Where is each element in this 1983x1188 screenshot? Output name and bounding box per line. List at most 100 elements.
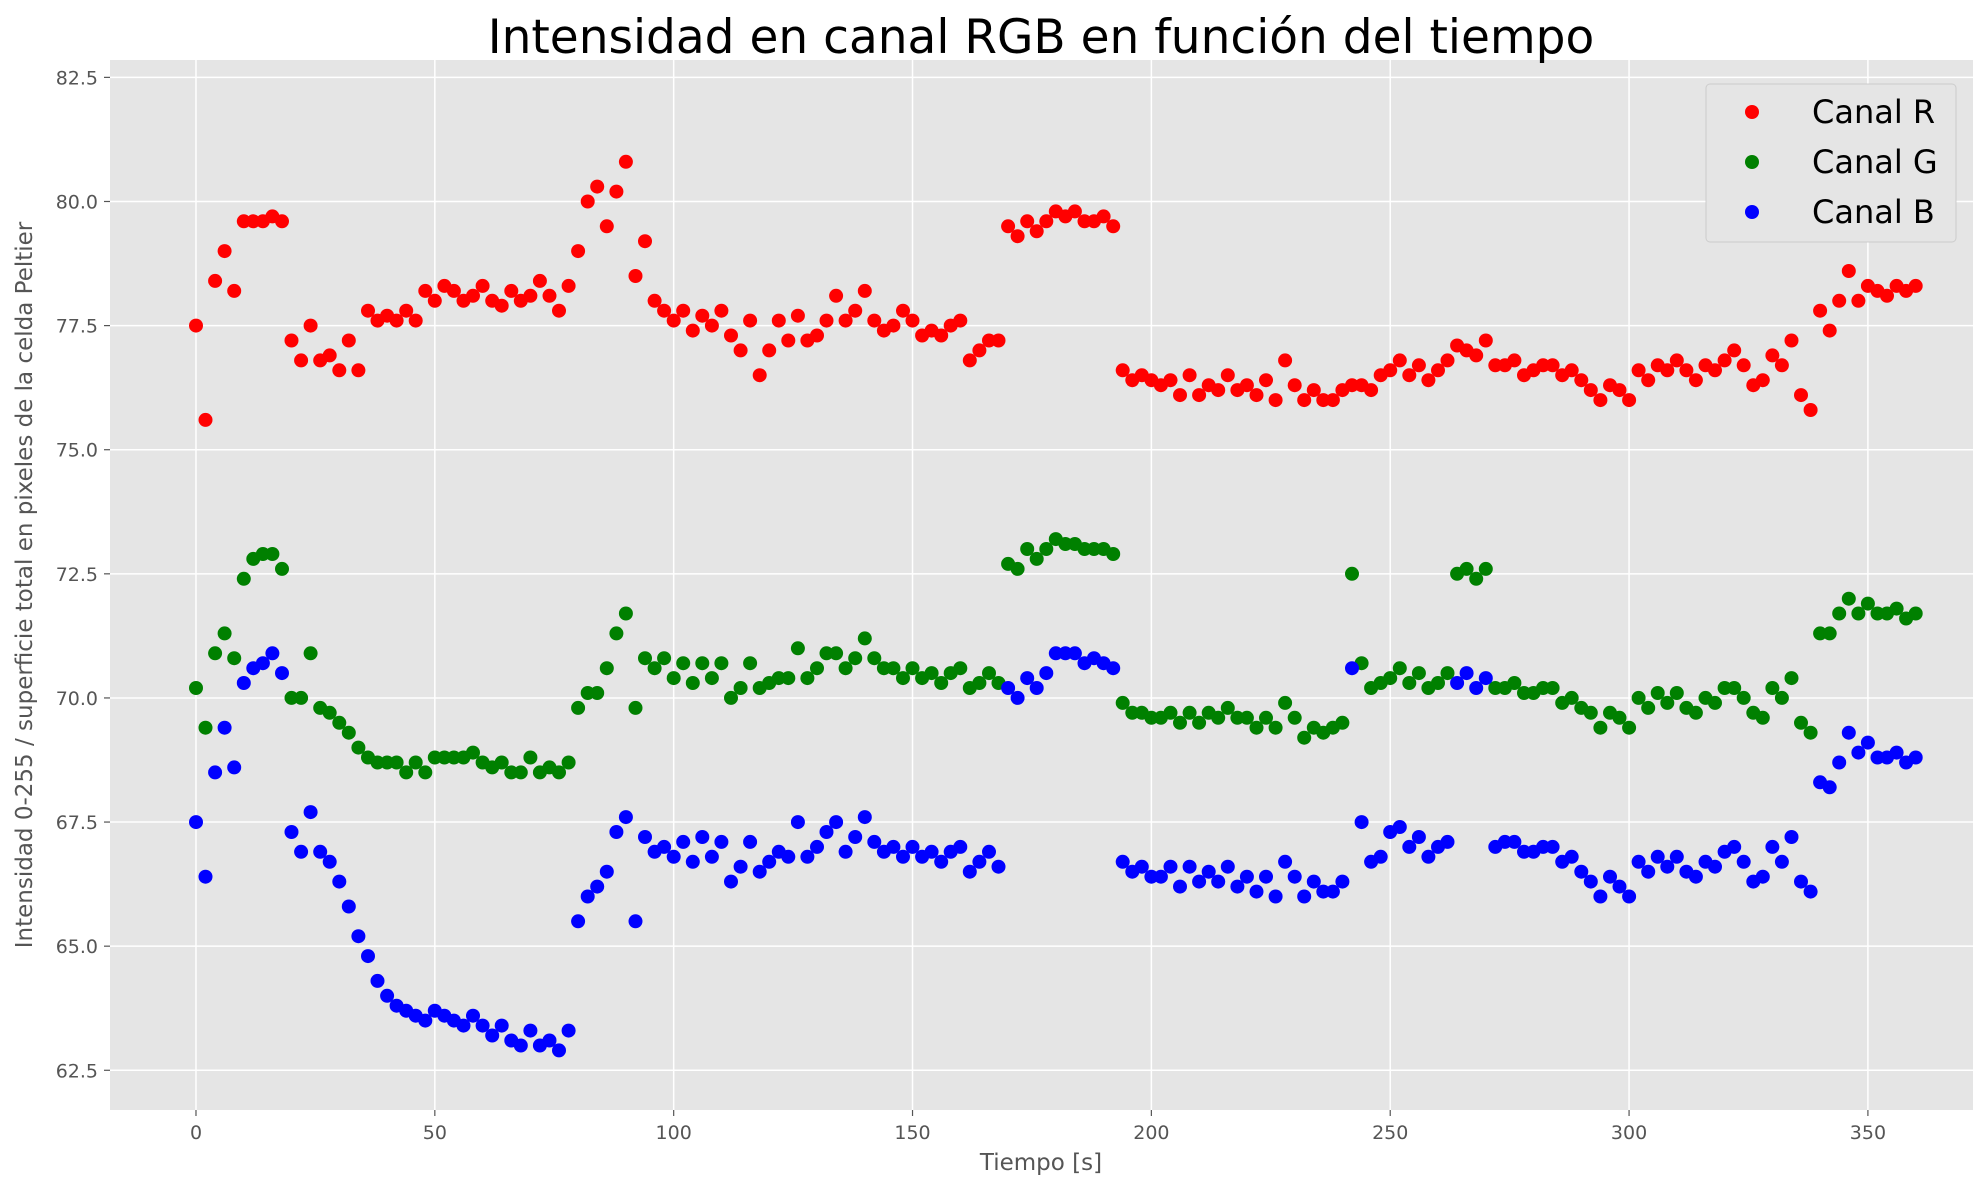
data-point-canal-g: [896, 671, 910, 686]
x-tick-label: 150: [894, 1122, 930, 1144]
data-point-canal-r: [972, 343, 987, 358]
data-point-canal-r: [1564, 363, 1579, 378]
data-point-canal-r: [561, 278, 576, 293]
data-point-canal-b: [762, 854, 777, 869]
data-point-canal-r: [332, 363, 347, 378]
data-point-canal-r: [714, 303, 729, 318]
y-tick-label: 80.0: [56, 191, 98, 213]
data-point-canal-g: [1182, 705, 1197, 720]
data-point-canal-g: [1622, 720, 1637, 735]
data-point-canal-g: [322, 705, 337, 720]
data-point-canal-b: [819, 825, 834, 839]
data-point-canal-r: [1421, 373, 1436, 388]
data-point-canal-b: [1134, 859, 1149, 874]
data-point-canal-g: [1784, 671, 1799, 686]
data-point-canal-r: [657, 303, 672, 318]
data-point-canal-g: [389, 755, 404, 770]
data-point-canal-b: [418, 1013, 433, 1028]
data-point-canal-r: [1115, 363, 1130, 378]
series-points: [189, 154, 1923, 1058]
data-point-canal-b: [628, 914, 643, 929]
data-point-canal-r: [303, 318, 318, 333]
data-point-canal-r: [733, 343, 748, 358]
data-point-canal-g: [810, 661, 824, 676]
data-point-canal-r: [227, 283, 242, 298]
data-point-canal-r: [1679, 363, 1694, 378]
data-point-canal-r: [389, 313, 404, 328]
data-point-canal-g: [466, 745, 480, 760]
data-point-canal-b: [1794, 874, 1808, 889]
data-point-canal-r: [1268, 393, 1283, 408]
data-point-canal-b: [303, 805, 318, 820]
data-point-canal-r: [1039, 214, 1054, 229]
data-point-canal-b: [896, 849, 910, 864]
data-point-canal-b: [1259, 869, 1273, 884]
data-point-canal-g: [647, 661, 662, 676]
data-point-canal-r: [676, 303, 691, 318]
data-point-canal-g: [1431, 676, 1445, 690]
data-point-canal-g: [1211, 710, 1226, 725]
data-point-canal-g: [1239, 710, 1254, 725]
data-point-canal-b: [1230, 879, 1245, 894]
data-point-canal-b: [1354, 815, 1369, 830]
data-point-canal-b: [609, 825, 624, 839]
data-point-canal-b: [1908, 750, 1923, 765]
data-point-canal-r: [962, 353, 977, 368]
chart-title: Intensidad en canal RGB en función del t…: [488, 10, 1595, 65]
data-point-canal-g: [1163, 705, 1178, 720]
data-point-canal-r: [599, 219, 614, 234]
data-point-canal-g: [838, 661, 853, 676]
data-point-canal-b: [1067, 646, 1082, 661]
data-point-canal-r: [1249, 388, 1264, 403]
data-point-canal-r: [1688, 373, 1703, 388]
data-point-canal-g: [743, 656, 758, 671]
x-tick-label: 0: [190, 1122, 202, 1144]
data-point-canal-r: [1641, 373, 1656, 388]
data-point-canal-g: [1106, 547, 1121, 561]
data-point-canal-b: [552, 1043, 566, 1058]
data-point-canal-g: [638, 651, 652, 666]
data-point-canal-g: [695, 656, 710, 671]
data-point-canal-b: [1803, 884, 1818, 899]
x-axis-label: Tiempo [s]: [979, 1150, 1102, 1176]
data-point-canal-r: [771, 313, 786, 328]
data-point-canal-b: [704, 849, 719, 864]
data-point-canal-r: [552, 303, 566, 318]
data-point-canal-b: [695, 830, 710, 844]
data-point-canal-r: [361, 303, 375, 318]
data-point-canal-g: [886, 661, 901, 676]
data-point-canal-r: [829, 288, 844, 303]
data-point-canal-b: [1612, 879, 1627, 894]
data-point-canal-g: [265, 547, 280, 561]
data-point-canal-g: [513, 765, 528, 780]
data-point-canal-b: [905, 839, 920, 854]
data-point-canal-b: [972, 854, 987, 869]
data-point-canal-g: [1087, 542, 1101, 556]
data-point-canal-r: [838, 313, 853, 328]
data-point-canal-r: [208, 273, 223, 288]
data-point-canal-g: [408, 755, 423, 770]
data-point-canal-g: [1688, 705, 1703, 720]
data-point-canal-b: [275, 666, 289, 681]
data-point-canal-r: [590, 179, 605, 194]
data-point-canal-r: [1774, 358, 1789, 373]
data-point-canal-b: [351, 929, 366, 944]
data-point-canal-r: [1708, 363, 1722, 378]
legend-label-canal-b: Canal B: [1812, 193, 1935, 231]
data-point-canal-r: [1736, 358, 1751, 373]
data-point-canal-r: [819, 313, 834, 328]
data-point-canal-r: [896, 303, 910, 318]
series-canal-r: [189, 154, 1923, 427]
data-point-canal-g: [781, 671, 796, 686]
data-point-canal-r: [532, 273, 547, 288]
data-point-canal-b: [1774, 854, 1789, 869]
data-point-canal-g: [427, 750, 442, 765]
data-point-canal-b: [676, 834, 691, 849]
data-point-canal-g: [934, 676, 949, 690]
data-point-canal-b: [714, 834, 729, 849]
series-canal-b: [189, 646, 1923, 1058]
data-point-canal-b: [934, 854, 949, 869]
data-point-canal-g: [236, 571, 251, 586]
data-point-canal-g: [953, 661, 968, 676]
